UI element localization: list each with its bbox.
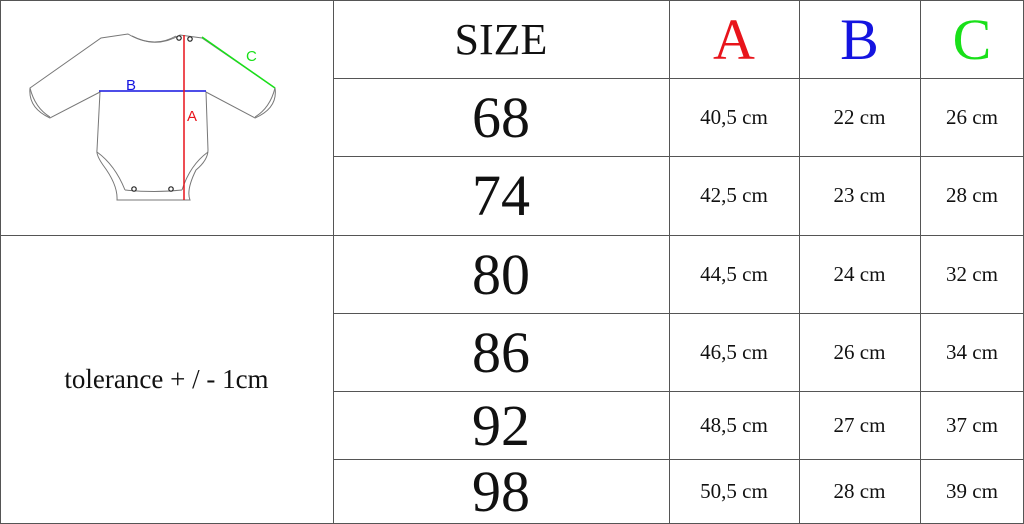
col-b-header: B <box>840 6 879 72</box>
measure-c-line <box>201 36 276 89</box>
divider <box>0 235 1024 236</box>
measure-b-value: 27 cm <box>833 412 886 437</box>
divider <box>333 391 1024 392</box>
divider <box>799 0 800 524</box>
divider <box>333 156 1024 157</box>
measure-a-value: 48,5 cm <box>700 412 768 437</box>
measure-a-value: 46,5 cm <box>700 339 768 364</box>
measure-c-value: 28 cm <box>946 183 998 207</box>
size-header: SIZE <box>454 14 548 64</box>
col-c-header: C <box>952 6 992 72</box>
divider <box>333 0 334 524</box>
bodysuit-outline-icon <box>29 33 276 201</box>
measure-b-value: 22 cm <box>833 104 886 129</box>
col-a-header: A <box>713 6 755 72</box>
border-left <box>0 0 1 524</box>
size-value: 68 <box>472 84 530 150</box>
size-value: 92 <box>472 392 530 458</box>
measure-a-value: 42,5 cm <box>700 183 768 207</box>
measure-b-value: 28 cm <box>833 478 886 503</box>
border-top <box>0 0 1024 1</box>
measure-a-value: 50,5 cm <box>700 478 768 503</box>
divider <box>333 459 1024 460</box>
divider <box>333 313 1024 314</box>
size-value: 80 <box>472 241 530 307</box>
divider <box>669 0 670 524</box>
measure-c-value: 39 cm <box>946 478 998 503</box>
tolerance-note: tolerance + / - 1cm <box>64 363 269 394</box>
measure-a-value: 40,5 cm <box>700 104 768 129</box>
bodysuit-diagram: B A C <box>29 33 276 201</box>
measure-c-value: 34 cm <box>946 339 998 364</box>
measure-c-value: 32 cm <box>946 261 998 286</box>
size-value: 86 <box>472 319 530 385</box>
measure-a-value: 44,5 cm <box>700 261 768 286</box>
label-b: B <box>126 77 136 94</box>
measure-b-value: 26 cm <box>833 339 886 364</box>
measure-b-value: 23 cm <box>833 183 886 207</box>
label-a: A <box>187 108 197 125</box>
measure-c-value: 26 cm <box>946 104 998 129</box>
label-c: C <box>246 48 257 65</box>
measure-c-value: 37 cm <box>946 412 998 437</box>
divider <box>333 78 1024 79</box>
size-value: 98 <box>472 458 530 524</box>
size-value: 74 <box>472 163 530 228</box>
measure-b-value: 24 cm <box>833 261 886 286</box>
divider <box>920 0 921 524</box>
